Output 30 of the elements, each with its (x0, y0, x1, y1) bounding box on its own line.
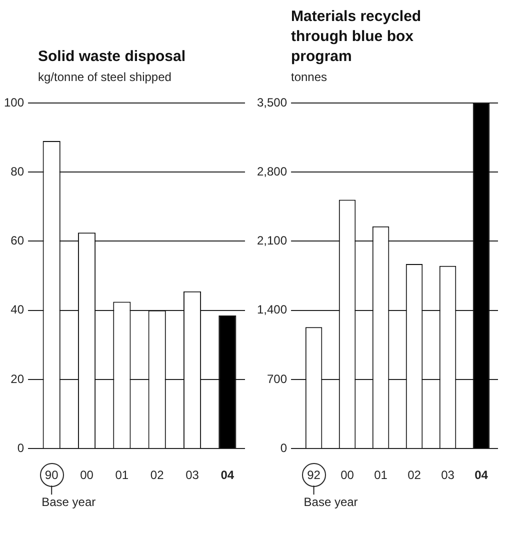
x-tick-label: 01 (115, 468, 129, 482)
y-tick-label: 2,100 (257, 234, 288, 248)
y-tick-label: 100 (4, 95, 24, 110)
chart-title: Materials recycled through blue box program (291, 7, 422, 67)
y-tick-label: 700 (267, 372, 288, 386)
x-tick-label: 02 (150, 468, 164, 482)
text: Base year (304, 494, 358, 509)
y-tick-label: 2,800 (257, 164, 288, 178)
chart-title: Solid waste disposal (38, 47, 187, 67)
x-tick-label: 04 (474, 468, 488, 482)
x-tick-label: 00 (80, 468, 94, 482)
x-tick-label: 03 (441, 468, 455, 482)
x-tick-label: 03 (186, 468, 200, 482)
x-tick-label: 92 (307, 468, 321, 482)
y-tick-label: 80 (10, 164, 24, 178)
x-tick-label: 00 (340, 468, 354, 482)
text: Base year (42, 494, 96, 509)
y-tick-label: 60 (10, 234, 24, 248)
y-tick-label: 3,500 (257, 95, 288, 110)
chart-subtitle: kg/tonne of steel shipped (38, 69, 172, 85)
y-tick-label: 20 (10, 372, 24, 386)
x-tick-label: 01 (374, 468, 388, 482)
x-tick-label: 90 (44, 468, 59, 482)
y-tick-label: 1,400 (257, 302, 288, 317)
y-tick-label: 0 (17, 440, 24, 455)
x-tick-label: 04 (220, 468, 234, 482)
y-tick-label: 40 (10, 302, 24, 317)
x-tick-label: 02 (408, 468, 422, 482)
chart-subtitle: tonnes (291, 69, 328, 85)
y-tick-label: 0 (280, 440, 288, 455)
